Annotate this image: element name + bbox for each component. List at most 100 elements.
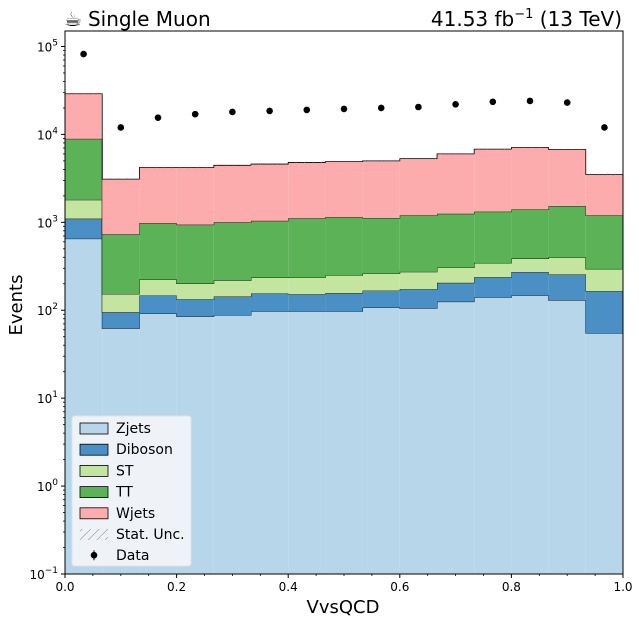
luminosity-label: 41.53 fb bbox=[431, 7, 514, 31]
y-tick-label-5: 104 bbox=[37, 126, 58, 142]
bar-tt-2 bbox=[139, 223, 177, 280]
data-points bbox=[80, 50, 608, 131]
data-point-14 bbox=[601, 124, 608, 131]
bar-zjets-6 bbox=[288, 311, 326, 574]
bar-wjets-10 bbox=[437, 153, 475, 214]
x-axis-label: VvsQCD bbox=[307, 597, 380, 618]
header-left: ☕ Single Muon bbox=[64, 7, 211, 31]
data-point-10 bbox=[452, 100, 459, 108]
bar-zjets-13 bbox=[548, 300, 586, 574]
stat-unc-10 bbox=[437, 153, 475, 155]
data-point-8 bbox=[377, 104, 385, 112]
stat-unc-1 bbox=[102, 178, 140, 181]
y-tick-label-6: 105 bbox=[37, 38, 58, 54]
bar-diboson-14 bbox=[585, 291, 623, 334]
legend-swatch-wjets bbox=[79, 507, 109, 520]
stat-unc-3 bbox=[176, 166, 214, 169]
bar-diboson-8 bbox=[362, 290, 400, 308]
bar-diboson-4 bbox=[213, 296, 251, 316]
bar-st-11 bbox=[474, 262, 512, 278]
legend-swatch-stat-unc bbox=[80, 529, 108, 540]
bar-st-13 bbox=[548, 257, 586, 275]
energy-label: (13 TeV) bbox=[533, 7, 622, 31]
legend-data-marker bbox=[90, 551, 98, 559]
bar-wjets-11 bbox=[474, 149, 512, 212]
bar-st-1 bbox=[102, 294, 140, 313]
y-axis-label: Events bbox=[6, 275, 27, 336]
bar-tt-12 bbox=[511, 209, 549, 259]
bar-tt-9 bbox=[399, 215, 438, 272]
bar-st-2 bbox=[139, 279, 177, 296]
bar-tt-11 bbox=[474, 211, 512, 263]
x-tick-label-2: 0.4 bbox=[279, 580, 298, 594]
bar-tt-1 bbox=[102, 234, 140, 295]
bar-zjets-9 bbox=[399, 308, 438, 574]
stat-unc-band bbox=[65, 93, 623, 181]
y-tick-label-2: 101 bbox=[37, 390, 58, 406]
bar-zjets-14 bbox=[585, 333, 623, 574]
bar-tt-14 bbox=[585, 215, 623, 269]
bar-wjets-7 bbox=[325, 161, 363, 217]
bar-zjets-4 bbox=[213, 315, 251, 574]
bar-zjets-8 bbox=[362, 307, 400, 574]
bar-zjets-11 bbox=[474, 297, 512, 574]
bar-wjets-12 bbox=[511, 147, 549, 210]
stat-unc-12 bbox=[511, 146, 549, 149]
x-tick-label-0: 0.0 bbox=[55, 580, 74, 594]
bar-tt-4 bbox=[213, 222, 251, 281]
stat-unc-8 bbox=[362, 160, 400, 162]
bar-st-5 bbox=[250, 277, 289, 294]
bar-diboson-3 bbox=[176, 299, 214, 317]
legend-swatch-st bbox=[79, 464, 109, 477]
coffee-cup-icon: ☕ bbox=[64, 7, 82, 31]
bar-diboson-13 bbox=[548, 274, 586, 301]
stat-unc-9 bbox=[399, 157, 438, 160]
bar-zjets-12 bbox=[511, 295, 549, 574]
stack-bars bbox=[65, 93, 623, 575]
bar-tt-3 bbox=[176, 224, 214, 284]
data-point-9 bbox=[415, 103, 422, 111]
data-point-4 bbox=[229, 108, 236, 116]
data-point-2 bbox=[154, 114, 162, 121]
bar-wjets-2 bbox=[139, 167, 177, 224]
y-tick-label-4: 103 bbox=[37, 214, 58, 230]
bar-wjets-1 bbox=[102, 179, 140, 235]
legend: Zjets Diboson ST TT Wjets Stat. Unc. Data bbox=[71, 415, 192, 567]
bar-zjets-5 bbox=[250, 311, 289, 574]
bar-diboson-6 bbox=[288, 294, 326, 312]
legend-swatch-zjets bbox=[79, 422, 109, 435]
bar-zjets-10 bbox=[437, 301, 475, 574]
stat-unc-2 bbox=[139, 166, 177, 169]
bar-wjets-8 bbox=[362, 160, 400, 218]
stat-unc-11 bbox=[474, 148, 512, 150]
legend-swatch-diboson bbox=[79, 443, 109, 456]
legend-swatch-tt bbox=[79, 486, 109, 499]
bar-st-14 bbox=[585, 268, 623, 292]
data-point-7 bbox=[340, 105, 348, 113]
outline-tt bbox=[65, 138, 623, 235]
bar-wjets-0 bbox=[65, 93, 103, 139]
bar-wjets-4 bbox=[213, 165, 251, 223]
bar-zjets-7 bbox=[325, 311, 363, 574]
header-right: 41.53 fb−1 (13 TeV) bbox=[431, 7, 622, 31]
data-point-12 bbox=[526, 97, 534, 105]
bar-tt-13 bbox=[548, 206, 586, 258]
stat-unc-4 bbox=[213, 164, 251, 167]
legend-label-0: Zjets bbox=[116, 421, 151, 437]
legend-label-6: Data bbox=[116, 548, 149, 564]
bar-diboson-5 bbox=[250, 293, 289, 312]
x-tick-label-4: 0.8 bbox=[502, 580, 521, 594]
legend-label-4: Wjets bbox=[116, 506, 155, 522]
bar-st-8 bbox=[362, 273, 400, 291]
bar-st-9 bbox=[399, 271, 438, 290]
channel-title: Single Muon bbox=[88, 7, 211, 31]
bar-st-4 bbox=[213, 280, 251, 297]
stat-unc-0 bbox=[65, 93, 103, 95]
bar-diboson-7 bbox=[325, 293, 363, 312]
data-point-11 bbox=[489, 98, 497, 106]
bar-diboson-2 bbox=[139, 295, 177, 314]
bar-tt-0 bbox=[65, 138, 103, 200]
bar-st-0 bbox=[65, 199, 103, 219]
legend-label-3: TT bbox=[115, 485, 133, 501]
